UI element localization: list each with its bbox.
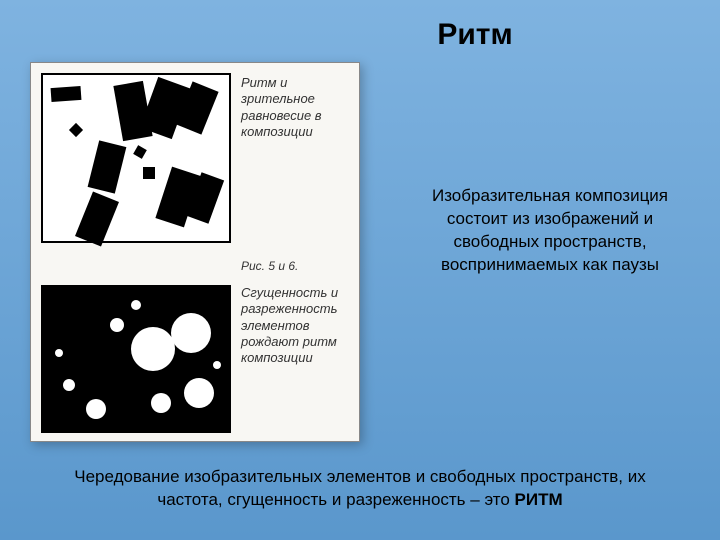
description-bottom: Чередование изобразительных элементов и … (0, 466, 720, 512)
figure-card: Ритм и зрительное равновесие в композици… (30, 62, 360, 442)
shape-circle (184, 378, 214, 408)
description-right: Изобразительная композиция состоит из из… (420, 185, 680, 277)
caption-bottom: Сгущенность и разреженность элементов ро… (241, 285, 356, 366)
shape-circle (171, 313, 211, 353)
shape-rect (133, 145, 147, 159)
shape-rect (69, 123, 83, 137)
shape-rect (88, 140, 127, 193)
shape-rect (51, 86, 82, 102)
shape-circle (131, 327, 175, 371)
panel-circles (41, 285, 231, 433)
shape-rect (143, 167, 155, 179)
shape-circle (63, 379, 75, 391)
shape-circle (86, 399, 106, 419)
shape-circle (213, 361, 221, 369)
shape-circle (131, 300, 141, 310)
shape-rect (75, 192, 119, 247)
caption-figure-number: Рис. 5 и 6. (241, 259, 351, 274)
bottom-text-bold: РИТМ (515, 490, 563, 509)
shape-circle (151, 393, 171, 413)
shape-circle (55, 349, 63, 357)
caption-top: Ритм и зрительное равновесие в композици… (241, 75, 351, 140)
shape-circle (110, 318, 124, 332)
page-title: Ритм (0, 0, 720, 52)
panel-rectangles (41, 73, 231, 243)
